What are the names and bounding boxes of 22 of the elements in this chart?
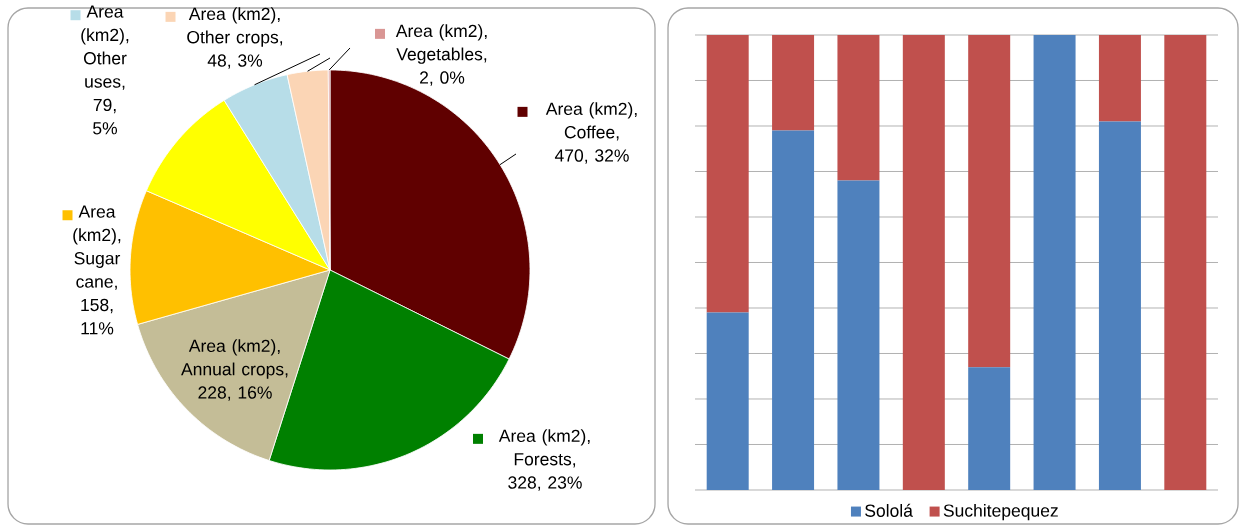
bar xyxy=(706,34,749,313)
bar xyxy=(1098,34,1141,122)
bar xyxy=(968,367,1011,490)
bar xyxy=(772,130,815,490)
bar xyxy=(968,34,1011,368)
legend-label: Area (km2), Coffee, 470, 32% xyxy=(545,102,637,164)
bar xyxy=(902,34,945,490)
bar xyxy=(706,312,749,490)
legend-label: Area (km2), Sugar cane, 158, 11% xyxy=(73,205,121,335)
legend-label: Suchitepequez xyxy=(943,503,1058,521)
bar xyxy=(1033,34,1076,490)
slice-label: Area (km2), Annual crops, 228, 16% xyxy=(181,339,288,401)
bar xyxy=(837,180,880,490)
bar xyxy=(1164,34,1207,490)
legend-label: Sololá xyxy=(865,503,913,517)
legend-label: Area (km2), Other uses, 79, 5% xyxy=(81,5,129,135)
legend-label: Area (km2), Vegetables, 2, 0% xyxy=(395,24,487,86)
bar xyxy=(1098,121,1141,490)
legend-label: Area (km2), Forests, 328, 23% xyxy=(498,429,590,491)
legend-label: Area (km2), Other crops, 48, 3% xyxy=(187,7,283,69)
bar xyxy=(837,34,880,181)
bar xyxy=(772,34,815,131)
